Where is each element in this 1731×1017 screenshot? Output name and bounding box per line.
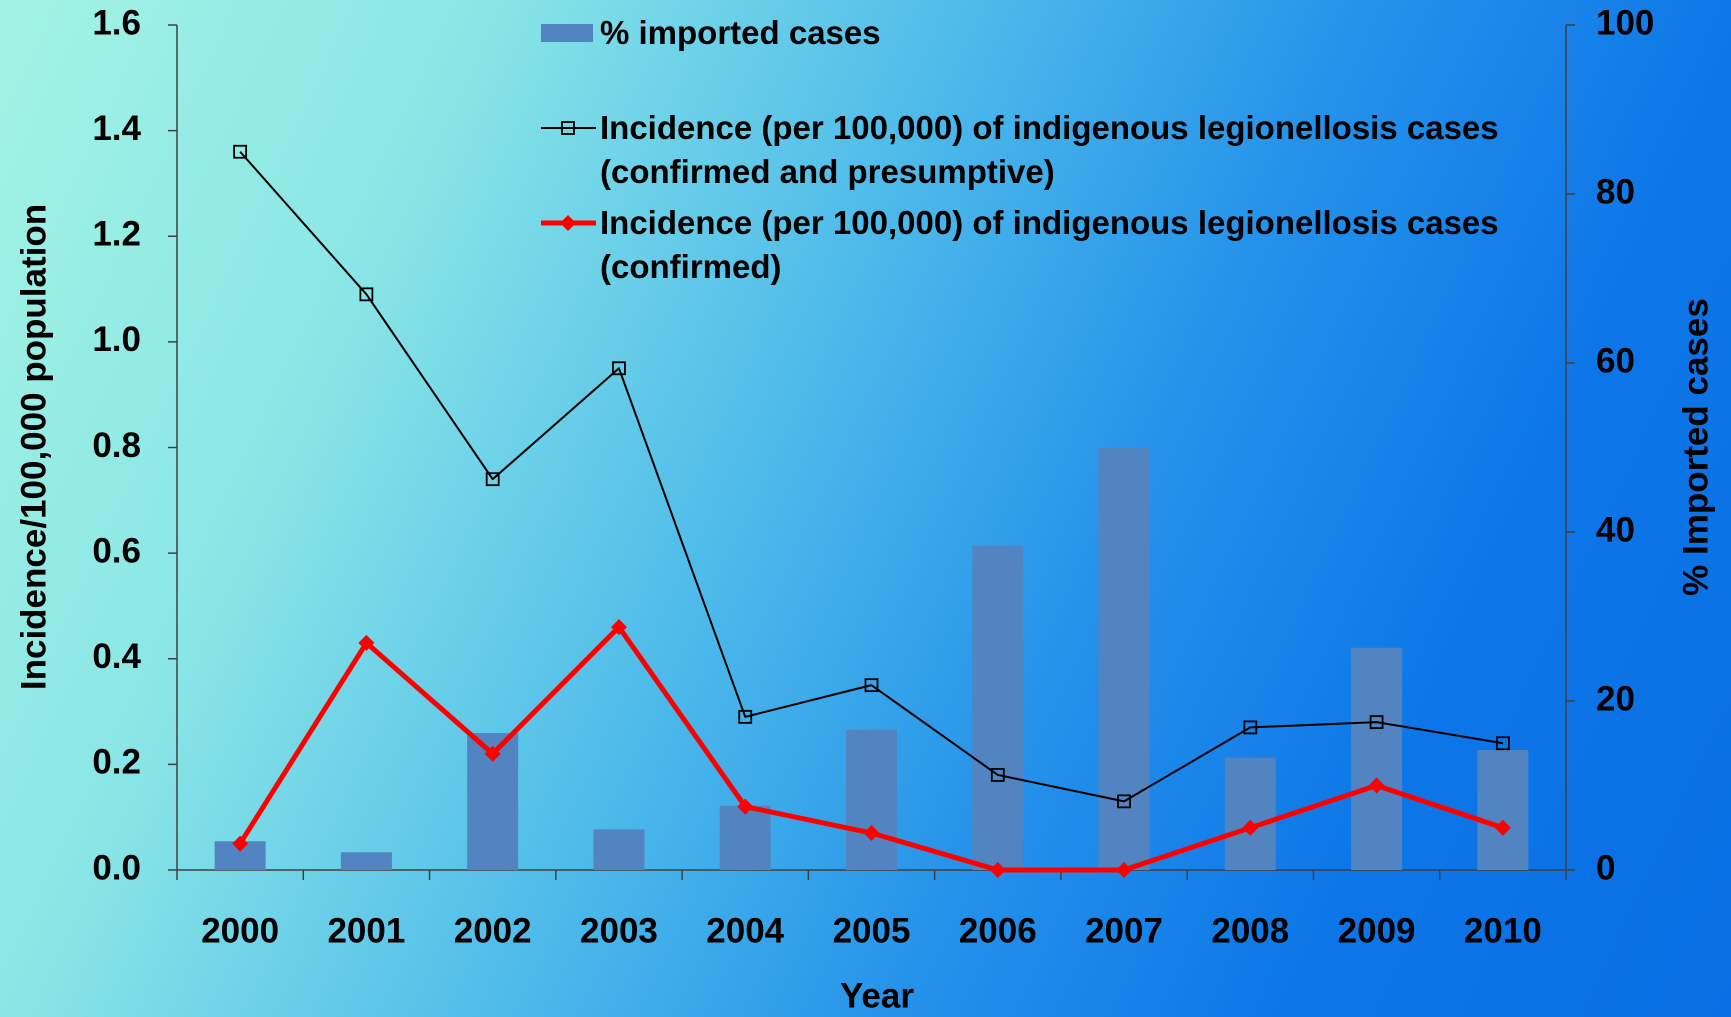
legend-swatch	[541, 24, 593, 42]
line	[239, 151, 1504, 803]
bar	[1098, 447, 1150, 870]
y-tick-label: 0.0	[92, 848, 141, 887]
x-tick-label: 2003	[580, 911, 658, 950]
y-tick-label: 1.6	[92, 3, 141, 42]
bar	[1477, 750, 1529, 870]
bar	[719, 805, 771, 870]
x-tick-label: 2010	[1464, 911, 1542, 950]
y2-tick-label: 0	[1596, 848, 1615, 887]
marker	[1117, 794, 1131, 809]
marker	[990, 768, 1005, 782]
marker	[485, 472, 500, 487]
x-tick-label: 2000	[201, 911, 279, 950]
bar	[846, 729, 897, 870]
marker	[863, 825, 880, 842]
legend-marker	[560, 215, 576, 231]
marker	[1242, 819, 1259, 836]
y-tick-label: 1.2	[92, 215, 141, 254]
marker	[738, 709, 753, 724]
bar	[340, 852, 392, 870]
x-tick-label: 2006	[959, 911, 1037, 950]
marker	[610, 619, 627, 636]
y-axis-label: Incidence/100,000 population	[14, 204, 53, 690]
marker	[1116, 862, 1133, 878]
y2-tick-label: 40	[1596, 510, 1635, 549]
y2-tick-label: 80	[1596, 172, 1635, 211]
y-tick-label: 1.4	[92, 109, 141, 148]
y-tick-label: 0.8	[92, 426, 141, 465]
legend-marker	[561, 121, 575, 135]
legend-label: Incidence (per 100,000) of indigenous le…	[600, 204, 1499, 285]
y2-axis-label: % Imported cases	[1676, 298, 1715, 596]
bar	[1224, 757, 1276, 870]
y2-tick-label: 100	[1596, 3, 1654, 42]
marker	[233, 144, 248, 159]
x-tick-label: 2009	[1338, 911, 1416, 950]
x-tick-label: 2007	[1085, 911, 1163, 950]
y-tick-label: 0.6	[92, 531, 141, 570]
marker	[358, 634, 375, 651]
marker	[1495, 736, 1510, 751]
marker	[612, 361, 626, 376]
y-tick-label: 0.2	[92, 743, 141, 782]
marker	[989, 862, 1006, 878]
marker	[737, 798, 754, 815]
marker	[359, 287, 374, 302]
x-tick-label: 2004	[706, 911, 784, 950]
bar	[593, 829, 645, 870]
y-tick-label: 1.0	[92, 320, 141, 359]
x-tick-label: 2008	[1211, 911, 1289, 950]
marker	[484, 745, 501, 762]
marker	[1369, 715, 1384, 730]
bar	[972, 545, 1024, 870]
y2-tick-label: 60	[1596, 341, 1635, 380]
marker	[1243, 720, 1258, 735]
bar	[1351, 647, 1403, 870]
x-axis-label: Year	[840, 976, 914, 1015]
y-tick-label: 0.4	[92, 637, 141, 676]
legend-label: % imported cases	[600, 14, 881, 51]
y2-tick-label: 20	[1596, 679, 1635, 718]
legend-label: Incidence (per 100,000) of indigenous le…	[600, 109, 1499, 190]
marker	[1494, 819, 1511, 836]
x-tick-label: 2002	[454, 911, 532, 950]
x-tick-label: 2005	[833, 911, 911, 950]
marker	[1368, 777, 1385, 794]
marker	[864, 678, 879, 693]
marker	[232, 835, 249, 852]
x-tick-label: 2001	[327, 911, 405, 950]
